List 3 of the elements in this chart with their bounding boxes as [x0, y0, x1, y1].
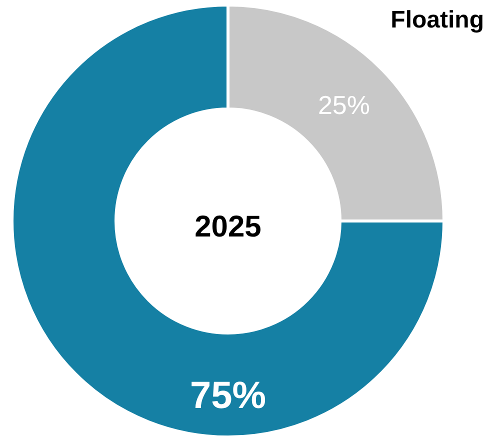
- slice-label: Floating: [390, 6, 484, 34]
- data-label: 75%: [190, 375, 266, 417]
- text: 2025: [194, 210, 262, 244]
